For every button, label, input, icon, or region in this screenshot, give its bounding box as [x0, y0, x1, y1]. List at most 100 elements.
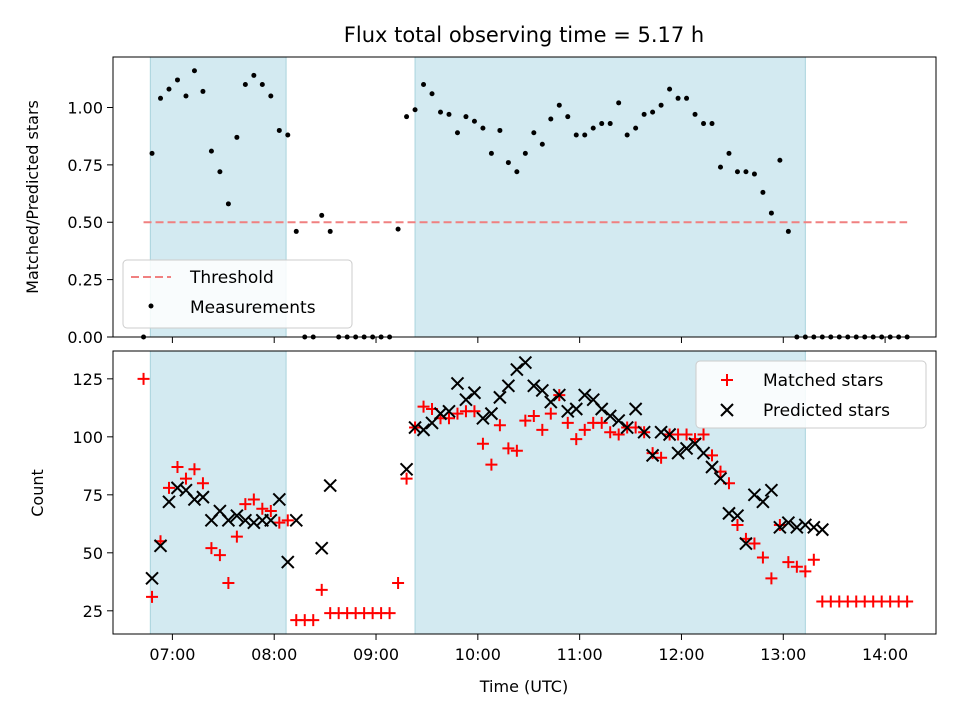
matched-star-point-54: [595, 416, 608, 429]
predicted-star-point-65: [781, 515, 796, 530]
predicted-star-point-14: [264, 513, 278, 528]
predicted-star-point-68: [807, 520, 821, 535]
predicted-star-point-10: [230, 508, 244, 523]
top-legend: Threshold Measurements: [122, 259, 353, 329]
measurement-point-45: [522, 150, 528, 156]
predicted-star-point-29: [476, 411, 490, 425]
measurement-point-65: [692, 111, 698, 117]
bot-ytick-label-0: 25: [83, 602, 103, 621]
measurement-point-41: [488, 150, 494, 156]
measurement-point-17: [285, 132, 291, 138]
legend-measurements-swatch: [148, 303, 154, 309]
matched-star-point-16: [273, 516, 286, 529]
xtick-label-7: 14:00: [862, 645, 908, 664]
top-ytick-label-4: 1.00: [67, 98, 103, 117]
measurement-point-16: [276, 127, 282, 133]
matched-star-point-0: [137, 372, 150, 385]
predicted-star-point-66: [790, 520, 804, 535]
predicted-star-point-27: [459, 393, 473, 407]
matched-star-point-6: [188, 463, 201, 476]
measurement-point-34: [429, 91, 435, 97]
predicted-star-point-35: [527, 379, 541, 393]
matched-star-point-1: [146, 590, 159, 603]
measurement-point-75: [777, 157, 783, 163]
measurement-point-62: [667, 86, 673, 92]
measurement-point-30: [395, 226, 401, 232]
measurement-point-51: [573, 132, 579, 138]
matched-star-point-46: [527, 409, 540, 422]
predicted-star-point-52: [671, 446, 685, 460]
measurement-point-2: [158, 95, 164, 101]
measurement-point-1: [149, 150, 155, 156]
predicted-star-point-20: [399, 462, 414, 477]
predicted-star-point-39: [561, 404, 575, 419]
top-x-ticks: [171, 337, 886, 343]
matched-star-point-76: [782, 556, 795, 569]
measurement-point-37: [454, 130, 460, 136]
matched-star-point-11: [230, 530, 243, 543]
bottom-axes-frame: [112, 350, 937, 635]
predicted-star-point-33: [510, 362, 524, 377]
measurement-point-67: [709, 121, 715, 127]
matched-star-point-33: [417, 400, 430, 413]
xtick-label-6: 13:00: [760, 645, 806, 664]
measurement-point-39: [471, 118, 477, 124]
xtick-label-2: 09:00: [353, 645, 399, 664]
measurement-point-73: [760, 189, 766, 195]
predicted-star-point-37: [544, 395, 558, 409]
measurement-point-72: [751, 171, 757, 177]
xtick-label-1: 08:00: [251, 645, 297, 664]
measurement-point-42: [497, 127, 503, 133]
predicted-star-point-17: [289, 513, 303, 528]
matched-star-point-48: [544, 407, 557, 420]
predicted-star-point-45: [611, 413, 626, 428]
bottom-y-axis-label: Count: [28, 469, 47, 517]
measurement-point-7: [200, 88, 206, 94]
matched-star-point-45: [519, 414, 532, 427]
legend-matched-label: Matched stars: [763, 371, 883, 391]
predicted-star-point-31: [493, 390, 507, 405]
predicted-star-point-59: [730, 508, 745, 523]
predicted-star-point-3: [170, 481, 185, 495]
predicted-star-point-36: [535, 383, 550, 398]
bottom-y-ticks: 25 50 75 100 125: [72, 370, 113, 621]
predicted-star-point-18: [315, 541, 329, 555]
measurement-point-46: [531, 130, 537, 136]
x-axis-label: Time (UTC): [479, 677, 568, 696]
measurement-point-5: [183, 93, 189, 99]
predicted-star-point-6: [196, 490, 210, 504]
matched-star-point-55: [604, 426, 617, 439]
predicted-star-point-1: [153, 539, 168, 553]
predicted-star-point-21: [408, 420, 422, 435]
matched-star-point-67: [706, 449, 719, 462]
matched-star-point-73: [756, 551, 769, 564]
predicted-star-point-15: [272, 492, 287, 507]
measurement-point-31: [404, 114, 410, 120]
measurement-point-64: [684, 95, 690, 101]
measurement-point-43: [505, 160, 511, 166]
xtick-label-5: 12:00: [658, 645, 704, 664]
matched-star-point-70: [731, 518, 744, 531]
measurement-point-38: [463, 114, 469, 120]
measurement-point-56: [616, 100, 622, 106]
matched-star-point-50: [561, 416, 574, 429]
predicted-star-point-62: [756, 495, 770, 509]
matched-star-point-40: [476, 437, 489, 450]
top-ytick-label-2: 0.50: [67, 213, 103, 232]
predicted-star-point-25: [442, 404, 456, 419]
legend-predicted-swatch: [720, 403, 734, 417]
measurement-point-22: [327, 228, 333, 234]
measurement-point-70: [734, 169, 740, 175]
measurement-point-18: [293, 228, 299, 234]
predicted-star-point-67: [798, 518, 813, 532]
xtick-label-0: 07:00: [149, 645, 195, 664]
predicted-star-point-69: [815, 522, 830, 537]
matched-star-point-41: [485, 458, 498, 471]
measurement-point-4: [174, 77, 180, 83]
predicted-star-point-61: [747, 488, 762, 502]
predicted-star-point-63: [764, 483, 779, 497]
bottom-legend-box: [695, 360, 927, 429]
predicted-star-point-48: [637, 425, 651, 439]
matched-star-point-42: [493, 419, 506, 432]
measurement-point-54: [599, 121, 605, 127]
